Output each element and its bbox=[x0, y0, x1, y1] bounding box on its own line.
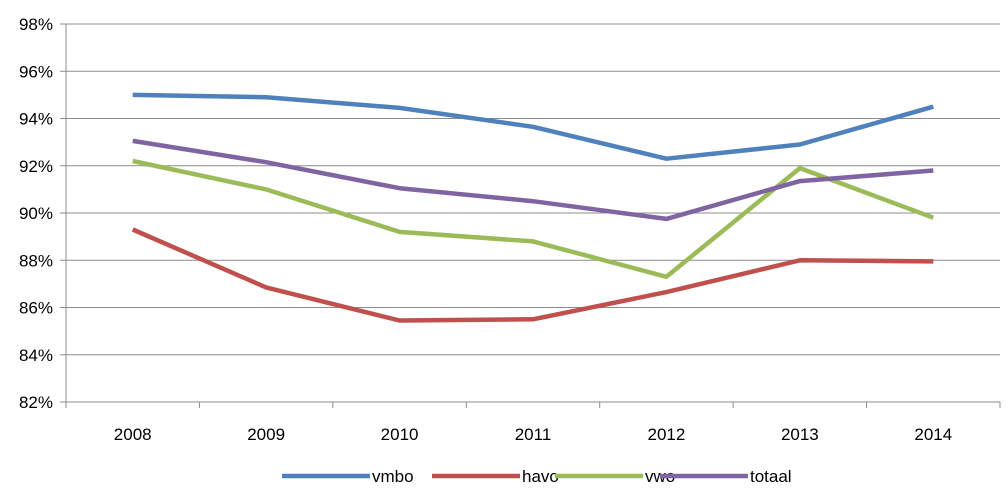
series-line-vmbo bbox=[132, 92, 934, 161]
legend-label-totaal: totaal bbox=[750, 467, 792, 486]
y-tick-label: 88% bbox=[19, 251, 53, 270]
legend-label-vmbo: vmbo bbox=[372, 467, 414, 486]
y-tick-label: 86% bbox=[19, 299, 53, 318]
x-tick-label: 2014 bbox=[914, 425, 952, 444]
axes: 82% 84% 86% 88% 90% 92% 94% 96% 98% 2008 2009 2010 2… bbox=[19, 15, 1001, 444]
y-tick-label: 90% bbox=[19, 204, 53, 223]
y-tick-label: 84% bbox=[19, 346, 53, 365]
y-tick-label: 92% bbox=[19, 157, 53, 176]
y-tick-label: 98% bbox=[19, 15, 53, 34]
legend-label-havo: havo bbox=[522, 467, 559, 486]
series-line-havo bbox=[131, 227, 934, 323]
x-tick-label: 2008 bbox=[114, 425, 152, 444]
series-line-vwo bbox=[132, 158, 935, 280]
y-tick-label: 94% bbox=[19, 110, 53, 129]
x-tick-label: 2009 bbox=[247, 425, 285, 444]
x-tick-label: 2010 bbox=[381, 425, 419, 444]
x-tick-label: 2012 bbox=[648, 425, 686, 444]
gridlines bbox=[66, 23, 1000, 356]
y-tick-label: 96% bbox=[19, 62, 53, 81]
series-line-totaal bbox=[132, 138, 934, 222]
y-tick-label: 82% bbox=[19, 393, 53, 412]
legend: vmbohavovwototaal bbox=[282, 467, 792, 486]
x-tick-label: 2011 bbox=[515, 425, 552, 444]
x-tick-label: 2013 bbox=[781, 425, 819, 444]
series bbox=[131, 92, 935, 323]
